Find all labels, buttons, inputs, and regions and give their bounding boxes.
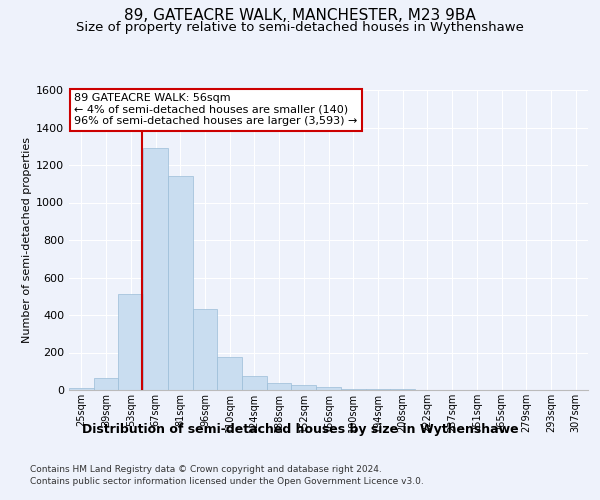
Bar xyxy=(242,376,267,390)
Text: Contains public sector information licensed under the Open Government Licence v3: Contains public sector information licen… xyxy=(30,478,424,486)
Text: Distribution of semi-detached houses by size in Wythenshawe: Distribution of semi-detached houses by … xyxy=(82,422,518,436)
Y-axis label: Number of semi-detached properties: Number of semi-detached properties xyxy=(22,137,32,343)
Text: 89 GATEACRE WALK: 56sqm
← 4% of semi-detached houses are smaller (140)
96% of se: 89 GATEACRE WALK: 56sqm ← 4% of semi-det… xyxy=(74,93,358,126)
Bar xyxy=(94,378,118,390)
Text: Size of property relative to semi-detached houses in Wythenshawe: Size of property relative to semi-detach… xyxy=(76,21,524,34)
Bar xyxy=(168,176,193,390)
Bar xyxy=(292,386,316,390)
Bar xyxy=(193,310,217,390)
Bar xyxy=(316,387,341,390)
Bar xyxy=(143,148,168,390)
Text: 89, GATEACRE WALK, MANCHESTER, M23 9BA: 89, GATEACRE WALK, MANCHESTER, M23 9BA xyxy=(124,8,476,22)
Bar xyxy=(341,389,365,390)
Bar xyxy=(217,357,242,390)
Bar xyxy=(365,389,390,390)
Text: Contains HM Land Registry data © Crown copyright and database right 2024.: Contains HM Land Registry data © Crown c… xyxy=(30,465,382,474)
Bar xyxy=(69,388,94,390)
Bar xyxy=(267,384,292,390)
Bar xyxy=(118,294,143,390)
